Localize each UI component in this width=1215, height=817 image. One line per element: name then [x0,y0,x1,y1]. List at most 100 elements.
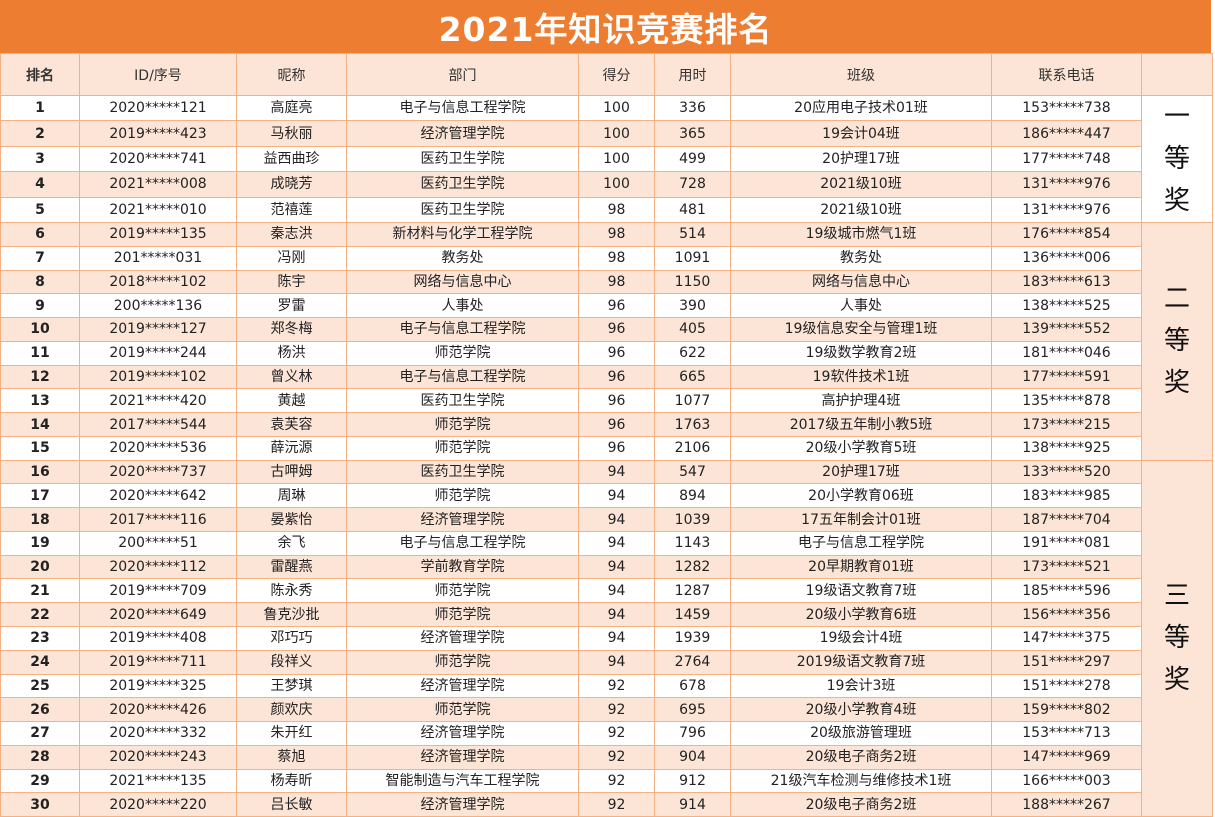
cell-rank[interactable]: 11 [0,340,80,366]
cell-score[interactable]: 96 [578,364,655,390]
cell-class[interactable]: 人事处 [730,293,992,319]
cell-rank[interactable]: 6 [0,222,80,247]
cell-id[interactable]: 2019*****408 [79,626,237,651]
cell-nickname[interactable]: 余飞 [236,530,347,556]
cell-phone[interactable]: 176*****854 [991,222,1142,247]
cell-department[interactable]: 电子与信息工程学院 [346,94,579,122]
cell-rank[interactable]: 14 [0,412,80,437]
cell-nickname[interactable]: 黄越 [236,388,347,414]
cell-score[interactable]: 100 [578,171,655,198]
cell-class[interactable]: 19会计04班 [730,120,992,147]
cell-department[interactable]: 经济管理学院 [346,744,579,770]
cell-department[interactable]: 师范学院 [346,602,579,628]
cell-rank[interactable]: 17 [0,483,80,509]
cell-phone[interactable]: 191*****081 [991,530,1142,556]
cell-rank[interactable]: 26 [0,697,80,723]
cell-time[interactable]: 514 [654,222,731,247]
cell-department[interactable]: 教务处 [346,245,579,271]
cell-score[interactable]: 98 [578,269,655,295]
cell-score[interactable]: 96 [578,388,655,414]
cell-class[interactable]: 19级语文教育7班 [730,578,992,604]
header-rank[interactable]: 排名 [0,53,80,96]
cell-score[interactable]: 96 [578,435,655,461]
cell-rank[interactable]: 22 [0,602,80,628]
cell-nickname[interactable]: 颜欢庆 [236,697,347,723]
cell-class[interactable]: 20护理17班 [730,459,992,485]
cell-time[interactable]: 1287 [654,578,731,604]
cell-nickname[interactable]: 王梦琪 [236,673,347,699]
cell-phone[interactable]: 138*****525 [991,293,1142,319]
cell-score[interactable]: 100 [578,94,655,122]
cell-nickname[interactable]: 薛沅源 [236,435,347,461]
cell-phone[interactable]: 147*****969 [991,744,1142,770]
cell-department[interactable]: 师范学院 [346,578,579,604]
cell-time[interactable]: 796 [654,721,731,746]
cell-id[interactable]: 2020*****426 [79,697,237,723]
cell-rank[interactable]: 15 [0,435,80,461]
cell-time[interactable]: 1282 [654,554,731,580]
cell-department[interactable]: 电子与信息工程学院 [346,530,579,556]
cell-nickname[interactable]: 杨洪 [236,340,347,366]
cell-class[interactable]: 19级数学教育2班 [730,340,992,366]
cell-department[interactable]: 智能制造与汽车工程学院 [346,768,579,794]
cell-score[interactable]: 100 [578,145,655,173]
cell-score[interactable]: 94 [578,602,655,628]
cell-class[interactable]: 19级信息安全与管理1班 [730,317,992,342]
cell-department[interactable]: 电子与信息工程学院 [346,364,579,390]
cell-score[interactable]: 96 [578,412,655,437]
cell-id[interactable]: 2020*****536 [79,435,237,461]
cell-department[interactable]: 经济管理学院 [346,626,579,651]
cell-time[interactable]: 336 [654,94,731,122]
cell-time[interactable]: 1039 [654,507,731,532]
cell-score[interactable]: 100 [578,120,655,147]
cell-time[interactable]: 894 [654,483,731,509]
cell-rank[interactable]: 5 [0,196,80,224]
cell-time[interactable]: 2764 [654,649,731,675]
cell-phone[interactable]: 156*****356 [991,602,1142,628]
cell-rank[interactable]: 16 [0,459,80,485]
cell-department[interactable]: 师范学院 [346,697,579,723]
cell-nickname[interactable]: 郑冬梅 [236,317,347,342]
cell-class[interactable]: 教务处 [730,245,992,271]
header-department[interactable]: 部门 [346,53,579,96]
header-class[interactable]: 班级 [730,53,992,96]
header-id[interactable]: ID/序号 [79,53,237,96]
cell-phone[interactable]: 151*****278 [991,673,1142,699]
cell-class[interactable]: 2021级10班 [730,171,992,198]
cell-score[interactable]: 94 [578,483,655,509]
cell-id[interactable]: 201*****031 [79,245,237,271]
cell-phone[interactable]: 131*****976 [991,171,1142,198]
cell-class[interactable]: 20级电子商务2班 [730,744,992,770]
cell-time[interactable]: 1091 [654,245,731,271]
cell-nickname[interactable]: 陈永秀 [236,578,347,604]
cell-nickname[interactable]: 古呷姆 [236,459,347,485]
cell-rank[interactable]: 12 [0,364,80,390]
cell-phone[interactable]: 151*****297 [991,649,1142,675]
cell-time[interactable]: 904 [654,744,731,770]
cell-time[interactable]: 2106 [654,435,731,461]
cell-id[interactable]: 2021*****008 [79,171,237,198]
cell-score[interactable]: 92 [578,673,655,699]
cell-id[interactable]: 200*****136 [79,293,237,319]
cell-class[interactable]: 高护护理4班 [730,388,992,414]
cell-department[interactable]: 师范学院 [346,435,579,461]
cell-class[interactable]: 20应用电子技术01班 [730,94,992,122]
cell-phone[interactable]: 138*****925 [991,435,1142,461]
cell-phone[interactable]: 177*****748 [991,145,1142,173]
cell-phone[interactable]: 177*****591 [991,364,1142,390]
award-second[interactable]: 二 等 奖 [1141,222,1213,461]
cell-time[interactable]: 1077 [654,388,731,414]
cell-time[interactable]: 912 [654,768,731,794]
cell-id[interactable]: 200*****51 [79,530,237,556]
cell-phone[interactable]: 133*****520 [991,459,1142,485]
cell-nickname[interactable]: 段祥义 [236,649,347,675]
cell-nickname[interactable]: 袁芙容 [236,412,347,437]
cell-nickname[interactable]: 马秋丽 [236,120,347,147]
cell-department[interactable]: 经济管理学院 [346,673,579,699]
cell-time[interactable]: 390 [654,293,731,319]
cell-class[interactable]: 20级小学教育4班 [730,697,992,723]
cell-nickname[interactable]: 周琳 [236,483,347,509]
cell-rank[interactable]: 18 [0,507,80,532]
cell-rank[interactable]: 4 [0,171,80,198]
cell-score[interactable]: 96 [578,340,655,366]
